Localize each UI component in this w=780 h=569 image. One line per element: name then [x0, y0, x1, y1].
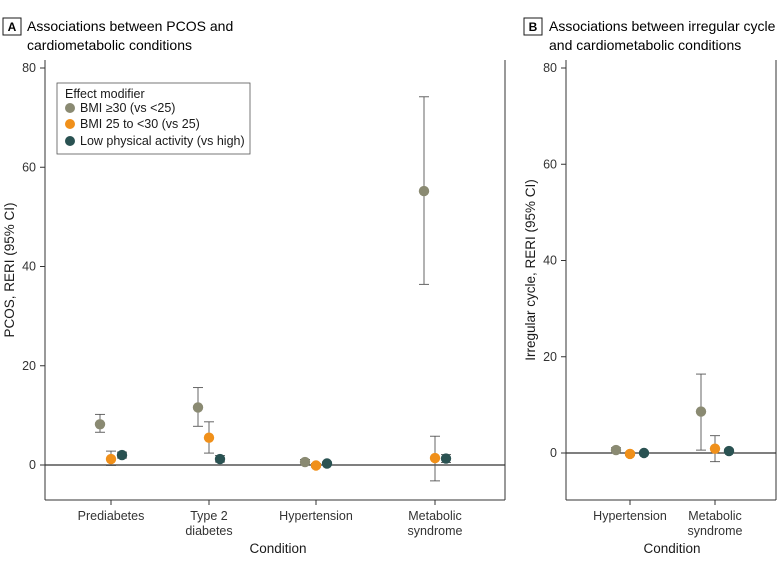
- panel-a-x-label-type-2-diabetes-line-1: Type 2: [190, 509, 228, 523]
- panel-a-tag: A: [8, 20, 17, 34]
- legend: Effect modifier BMI ≥30 (vs <25) BMI 25 …: [56, 82, 251, 155]
- panel-b-y-tick-label-60: 60: [543, 157, 557, 171]
- panel-b-x-axis-label: Condition: [643, 541, 700, 556]
- panel-a-x-label-type-2-diabetes-line-2: diabetes: [185, 524, 232, 538]
- panel-b-tag-box: [523, 17, 543, 36]
- legend-marker-bmi-30: [65, 103, 75, 113]
- panel-b-point-bmi-25-to-30-vs-25-hypertension: [624, 448, 636, 460]
- legend-marker-bmi-25-30: [65, 119, 75, 129]
- panel-a-y-tick-label-0: 0: [29, 458, 36, 472]
- panel-a-point-low-physical-activity-vs-high-prediabetes: [116, 449, 128, 461]
- panel-b-y-axis-label: Irregular cycle, RERI (95% CI): [523, 179, 538, 361]
- panel-a-point-bmi-30-vs-25-metabolic-syndrome: [418, 185, 430, 197]
- panel-b-x-label-metabolic-syndrome-line-2: syndrome: [688, 524, 743, 538]
- panel-a-point-low-physical-activity-vs-high-hypertension: [321, 458, 333, 469]
- legend-title: Effect modifier: [65, 87, 145, 101]
- legend-marker-low-activity: [65, 136, 75, 146]
- panel-a-x-label-prediabetes-line-1: Prediabetes: [78, 509, 145, 523]
- panel-a-y-tick-label-40: 40: [22, 260, 36, 274]
- panel-a-y-axis-label: PCOS, RERI (95% CI): [2, 202, 17, 337]
- panel-a-point-bmi-30-vs-25-prediabetes: [94, 419, 106, 430]
- panel-a-x-label-metabolic-syndrome-line-2: syndrome: [408, 524, 463, 538]
- panel-a-point-bmi-25-to-30-vs-25-hypertension: [310, 460, 322, 471]
- panel-b-y-tick-label-80: 80: [543, 61, 557, 75]
- panel-b-x-label-metabolic-syndrome-line-1: Metabolic: [688, 509, 742, 523]
- panel-b-point-low-physical-activity-vs-high-metabolic-syndrome: [723, 445, 735, 457]
- panel-a-point-low-physical-activity-vs-high-metabolic-syndrome: [440, 453, 452, 464]
- panel-b-point-bmi-30-vs-25-hypertension: [610, 444, 622, 456]
- panel-b-title-line-1: Associations between irregular cycle: [549, 18, 776, 34]
- panel-b-point-low-physical-activity-vs-high-hypertension: [638, 447, 650, 459]
- panel-a-tag-box: [2, 17, 22, 36]
- panel-a-x-axis-label: Condition: [249, 541, 306, 556]
- legend-label-low-activity: Low physical activity (vs high): [80, 134, 245, 148]
- legend-box: [56, 82, 251, 155]
- panel-a-title-line-1: Associations between PCOS and: [27, 18, 233, 34]
- panel-b-y-tick-label-20: 20: [543, 350, 557, 364]
- panel-a-point-low-physical-activity-vs-high-type-2-diabetes: [214, 453, 226, 465]
- legend-label-bmi-25-30: BMI 25 to <30 (vs 25): [80, 117, 200, 131]
- panel-b-point-bmi-25-to-30-vs-25-metabolic-syndrome: [709, 443, 721, 454]
- panel-b-y-tick-label-0: 0: [550, 446, 557, 460]
- panel-a-title-line-2: cardiometabolic conditions: [27, 37, 192, 53]
- panel-a-y-tick-label-60: 60: [22, 160, 36, 174]
- panel-a-point-bmi-25-to-30-vs-25-prediabetes: [105, 453, 117, 465]
- panel-b-point-bmi-30-vs-25-metabolic-syndrome: [695, 406, 707, 417]
- panel-a-y-tick-label-80: 80: [22, 61, 36, 75]
- panel-a-x-label-hypertension-line-1: Hypertension: [279, 509, 353, 523]
- legend-label-bmi-30: BMI ≥30 (vs <25): [80, 101, 175, 115]
- panel-a-y-tick-label-20: 20: [22, 359, 36, 373]
- panel-b-tag: B: [529, 20, 538, 34]
- panel-a-x-label-metabolic-syndrome-line-1: Metabolic: [408, 509, 462, 523]
- panel-b-title-line-2: and cardiometabolic conditions: [549, 37, 741, 53]
- panel-b-y-tick-label-40: 40: [543, 254, 557, 268]
- panel-a-point-bmi-25-to-30-vs-25-metabolic-syndrome: [429, 452, 441, 464]
- panel-a-point-bmi-30-vs-25-hypertension: [299, 456, 311, 468]
- panel-a-point-bmi-30-vs-25-type-2-diabetes: [192, 402, 204, 413]
- panel-a-point-bmi-25-to-30-vs-25-type-2-diabetes: [203, 432, 215, 443]
- panel-b-x-label-hypertension-line-1: Hypertension: [593, 509, 667, 523]
